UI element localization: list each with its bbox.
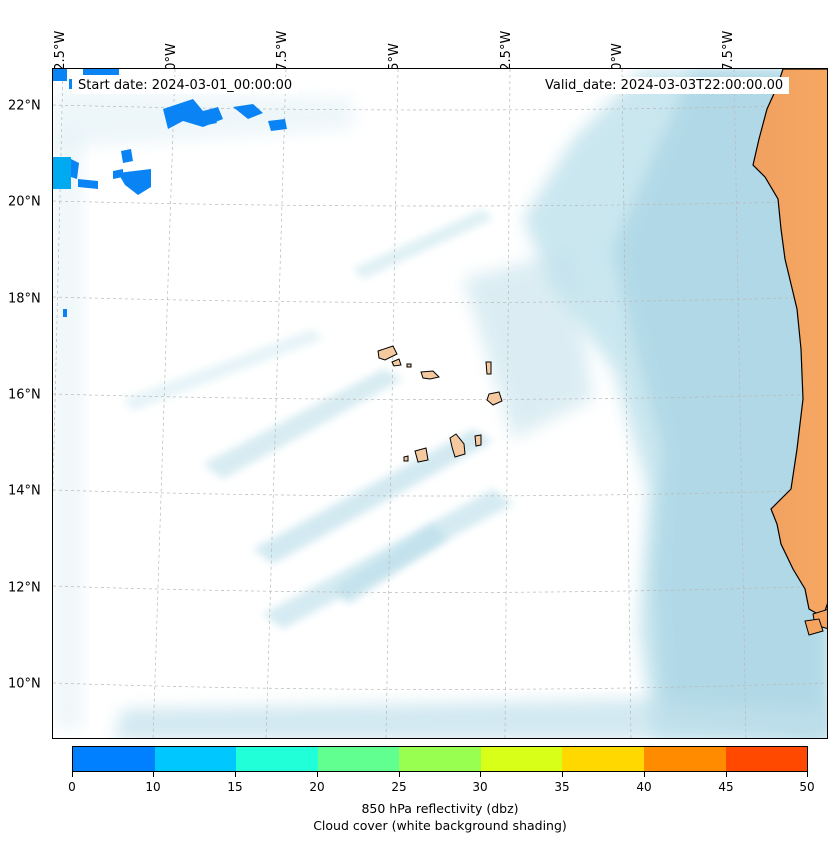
colorbar-tick-label: 25 <box>391 780 407 794</box>
colorbar-tick <box>807 772 808 777</box>
valid-date-label: Valid_date: 2024-03-03T22:00:00.00 <box>539 77 790 94</box>
lat-label-20n: 20°N <box>8 194 41 210</box>
colorbar-tick <box>644 772 645 777</box>
colorbar-tick <box>153 772 154 777</box>
colorbar-tick <box>726 772 727 777</box>
colorbar-seg-15-20 <box>236 747 318 771</box>
colorbar-tick <box>235 772 236 777</box>
colorbar-tick <box>562 772 563 777</box>
lat-label-10n: 10°N <box>8 676 41 692</box>
colorbar-tick-label: 15 <box>227 780 243 794</box>
colorbar-seg-40-45 <box>643 747 726 771</box>
map-panel <box>52 68 828 739</box>
colorbar-tick-label: 40 <box>636 780 652 794</box>
colorbar-seg-0-10 <box>73 747 155 771</box>
colorbar-sublabel: Cloud cover (white background shading) <box>313 818 567 833</box>
colorbar-tick <box>317 772 318 777</box>
start-date-label: Start date: 2024-03-01_00:00:00 <box>72 77 299 94</box>
lat-label-18n: 18°N <box>8 291 41 307</box>
colorbar-tick-label: 10 <box>145 780 161 794</box>
colorbar-seg-20-25 <box>317 747 400 771</box>
colorbar-tick-label: 0 <box>68 780 76 794</box>
colorbar-tick-label: 30 <box>472 780 488 794</box>
colorbar-seg-10-15 <box>154 747 237 771</box>
reflectivity-layer <box>53 69 287 317</box>
colorbar-tick-label: 50 <box>799 780 815 794</box>
colorbar <box>72 746 808 772</box>
colorbar-tick-label: 35 <box>554 780 570 794</box>
colorbar-seg-35-40 <box>562 747 644 771</box>
lat-label-14n: 14°N <box>8 483 41 499</box>
colorbar-label: 850 hPa reflectivity (dbz) <box>361 801 519 816</box>
lat-label-16n: 16°N <box>8 387 41 403</box>
lat-label-22n: 22°N <box>8 98 41 114</box>
colorbar-tick <box>480 772 481 777</box>
cape-verde-islands <box>377 345 503 463</box>
lat-label-12n: 12°N <box>8 580 41 596</box>
map-canvas <box>53 69 827 738</box>
colorbar-tick-label: 45 <box>718 780 734 794</box>
colorbar-seg-45-50 <box>725 747 808 771</box>
colorbar-seg-30-35 <box>480 747 563 771</box>
colorbar-tick-label: 20 <box>309 780 325 794</box>
cloud-cover-layer <box>53 69 827 738</box>
african-coast-land <box>752 69 827 618</box>
colorbar-tick <box>399 772 400 777</box>
colorbar-tick <box>72 772 73 777</box>
gridlines <box>53 69 827 738</box>
colorbar-seg-25-30 <box>399 747 481 771</box>
